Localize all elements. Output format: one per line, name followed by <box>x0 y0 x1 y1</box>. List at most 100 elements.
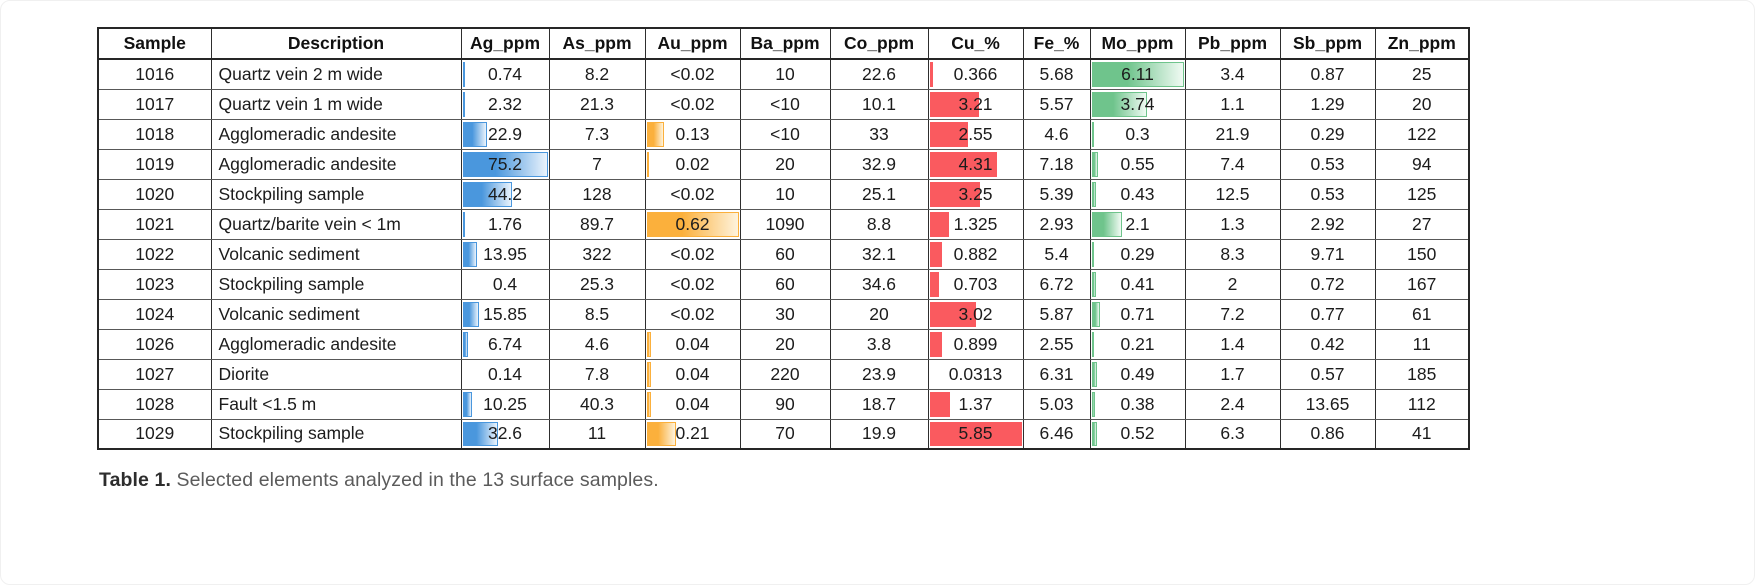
cell-text: 0.4 <box>492 273 518 294</box>
description-cell: Agglomeradic andesite <box>210 328 462 360</box>
data-bar <box>929 121 969 147</box>
cell-text: Stockpiling sample <box>218 183 365 204</box>
value-cell: 70 <box>739 418 831 450</box>
cell-text: 7 <box>592 153 602 174</box>
cell-text: Quartz vein 1 m wide <box>218 93 383 114</box>
value-cell: 0.43 <box>1089 178 1186 210</box>
value-cell: 11 <box>548 418 646 450</box>
cell-text: 10 <box>775 183 795 204</box>
value-cell: 1.37 <box>927 388 1024 420</box>
value-cell: 18.7 <box>829 388 929 420</box>
value-cell: 0.04 <box>644 358 741 390</box>
value-cell: 2.32 <box>460 88 550 120</box>
cell-text: 0.53 <box>1310 153 1345 174</box>
value-cell: 8.8 <box>829 208 929 240</box>
cell-text: 9.71 <box>1310 243 1345 264</box>
cell-text: 5.4 <box>1044 243 1069 264</box>
cell-text: 1029 <box>135 423 175 444</box>
value-cell: 0.04 <box>644 328 741 360</box>
value-cell: 3.8 <box>829 328 929 360</box>
cell-text: 20 <box>775 153 795 174</box>
cell-text: 30 <box>775 303 795 324</box>
value-cell: 0.0313 <box>927 358 1024 390</box>
value-cell: <0.02 <box>644 88 741 120</box>
value-cell: 220 <box>739 358 831 390</box>
cell-text: <0.02 <box>670 243 715 264</box>
cell-text: 44.2 <box>487 183 523 204</box>
value-cell: 0.71 <box>1089 298 1186 330</box>
value-cell: 20 <box>829 298 929 330</box>
cell-text: 128 <box>582 183 612 204</box>
value-cell: <10 <box>739 88 831 120</box>
cell-text: 1027 <box>135 363 175 384</box>
value-cell: 0.74 <box>460 58 550 90</box>
cell-text: 94 <box>1412 153 1432 174</box>
value-cell: 20 <box>1374 88 1470 120</box>
value-cell: 185 <box>1374 358 1470 390</box>
cell-text: 1022 <box>135 243 175 264</box>
value-cell: <0.02 <box>644 178 741 210</box>
cell-text: 2.4 <box>1220 393 1245 414</box>
cell-text: Agglomeradic andesite <box>218 123 397 144</box>
cell-text: 1.1 <box>1220 93 1245 114</box>
cell-text: 4.6 <box>1044 123 1069 144</box>
cell-text: 112 <box>1407 393 1436 414</box>
value-cell: 60 <box>739 268 831 300</box>
cell-text: 6.11 <box>1121 63 1154 84</box>
cell-text: 5.68 <box>1039 63 1074 84</box>
cell-text: 27 <box>1412 213 1432 234</box>
cell-text: 2.92 <box>1310 213 1345 234</box>
value-cell: 3.21 <box>927 88 1024 120</box>
value-cell: 0.13 <box>644 118 741 150</box>
data-bar <box>929 271 939 297</box>
cell-text: 40.3 <box>579 393 615 414</box>
cell-text: 25.3 <box>579 273 615 294</box>
data-bar <box>462 241 477 267</box>
cell-text: 0.42 <box>1310 333 1345 354</box>
cell-text: 32.9 <box>861 153 897 174</box>
cell-text: 11 <box>1412 333 1431 354</box>
cell-text: 0.21 <box>1120 333 1155 354</box>
data-bar <box>1091 151 1098 177</box>
value-cell: 5.39 <box>1022 178 1091 210</box>
cell-text: 0.38 <box>1120 393 1155 414</box>
value-cell: 0.14 <box>460 358 550 390</box>
cell-text: 1.29 <box>1310 93 1345 114</box>
cell-text: 0.21 <box>675 423 710 444</box>
table-row: 1020 Stockpiling sample 44.2 128 <0.02 10 25.1… <box>97 178 1470 210</box>
data-bar <box>929 331 942 357</box>
value-cell: 1.325 <box>927 208 1024 240</box>
value-cell: 32.1 <box>829 238 929 270</box>
value-cell: <0.02 <box>644 268 741 300</box>
value-cell: 60 <box>739 238 831 270</box>
cell-text: 0.53 <box>1310 183 1345 204</box>
value-cell: <0.02 <box>644 58 741 90</box>
cell-text: 0.77 <box>1310 303 1345 324</box>
cell-text: 25.1 <box>861 183 897 204</box>
description-cell: Agglomeradic andesite <box>210 148 462 180</box>
description-cell: Agglomeradic andesite <box>210 118 462 150</box>
data-bar <box>929 181 980 207</box>
value-cell: 90 <box>739 388 831 420</box>
cell-text: 10.25 <box>483 393 527 414</box>
value-cell: 1.3 <box>1184 208 1281 240</box>
value-cell: 2.55 <box>927 118 1024 150</box>
value-cell: 44.2 <box>460 178 550 210</box>
samples-table-container: Sample Description Ag_ppm As_ppm Au_ppm Ba_pp… <box>97 27 1470 450</box>
value-cell: 0.53 <box>1279 178 1376 210</box>
table-row: 1026 Agglomeradic andesite 6.74 4.6 0.04 20 3.… <box>97 328 1470 360</box>
cell-text: 23.9 <box>861 363 897 384</box>
value-cell: 19.9 <box>829 418 929 450</box>
value-cell: 0.882 <box>927 238 1024 270</box>
description-cell: Quartz/barite vein < 1m <box>210 208 462 240</box>
cell-text: 8.8 <box>866 213 892 234</box>
cell-text: 21.3 <box>579 93 615 114</box>
cell-text: 0.52 <box>1120 423 1155 444</box>
data-bar <box>646 391 651 417</box>
column-header-mo-ppm: Mo_ppm <box>1089 27 1186 60</box>
value-cell: 7.8 <box>548 358 646 390</box>
cell-text: 19.9 <box>861 423 897 444</box>
cell-text: 0.14 <box>487 363 523 384</box>
data-bar <box>646 121 665 147</box>
cell-text: 5.39 <box>1039 183 1074 204</box>
